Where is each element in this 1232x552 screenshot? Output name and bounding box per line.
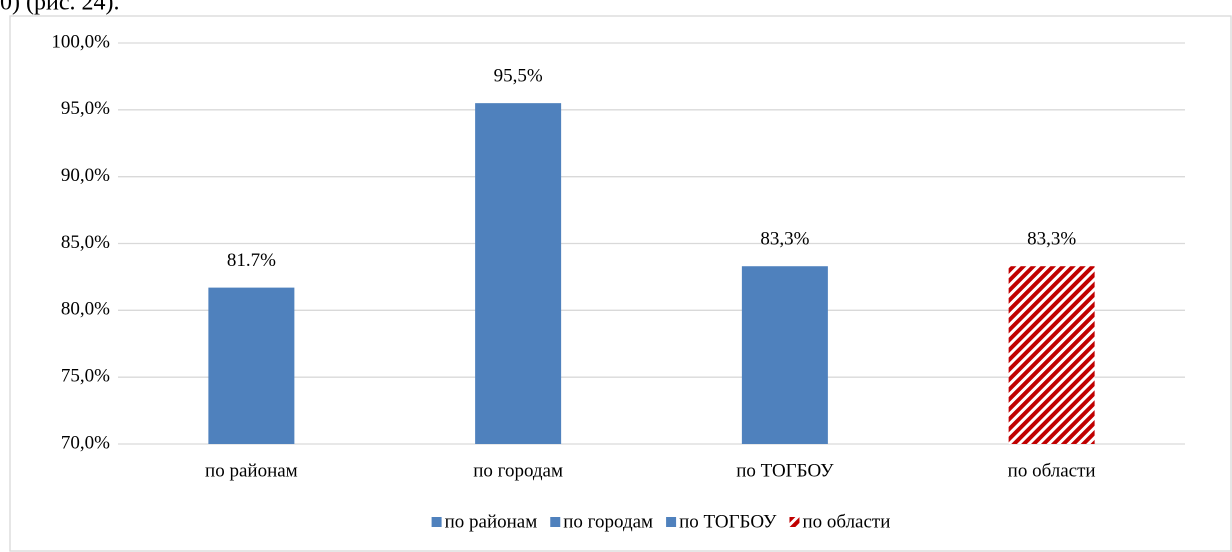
y-tick-label: 90,0% (61, 165, 110, 186)
y-tick-label: 100,0% (51, 31, 110, 52)
legend-swatch (431, 517, 442, 527)
x-tick-label: по ТОГБОУ (736, 460, 834, 481)
bar (1008, 266, 1095, 444)
y-tick-label: 80,0% (61, 299, 110, 320)
data-label: 81.7% (227, 250, 276, 271)
legend-swatch (789, 517, 800, 527)
x-tick-label: по городам (473, 460, 563, 481)
legend-swatch (550, 517, 561, 527)
legend-label: по районам (445, 511, 538, 532)
data-label: 95,5% (494, 66, 543, 87)
bar (741, 266, 828, 444)
legend-swatch (666, 517, 677, 527)
legend-label: по области (802, 511, 890, 532)
bar (475, 103, 562, 445)
y-tick-label: 70,0% (61, 432, 110, 453)
data-label: 83,3% (760, 229, 809, 250)
chart-frame (9, 15, 1232, 552)
y-tick-label: 95,0% (61, 98, 110, 119)
x-tick-label: по районам (205, 460, 298, 481)
legend-label: по ТОГБОУ (679, 511, 777, 532)
x-tick-label: по области (1008, 460, 1096, 481)
data-label: 83,3% (1027, 229, 1076, 250)
bar (208, 287, 295, 444)
legend-label: по городам (563, 511, 653, 532)
y-tick-label: 85,0% (61, 232, 110, 253)
y-tick-label: 75,0% (61, 366, 110, 387)
page-text: 0) (рис. 24). (0, 0, 119, 16)
